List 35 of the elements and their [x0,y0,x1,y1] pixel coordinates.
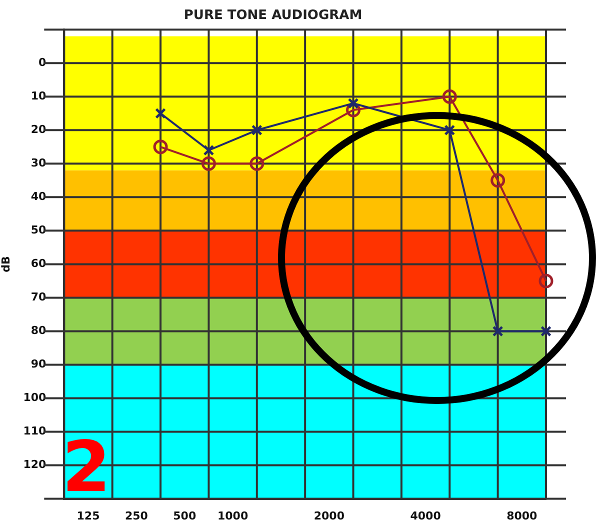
point [155,108,166,119]
y-tick-label: 30 [30,156,47,170]
x-tick-label: 500 [173,509,196,522]
x-tick-label: 1000 [217,509,248,522]
y-tick-label: 90 [30,358,47,371]
y-tick-label: 80 [30,324,47,338]
y-tick-label: 60 [30,257,47,270]
point [540,326,552,337]
y-tick-label: 70 [30,290,47,304]
point [250,156,264,171]
y-tick-label: 50 [30,224,47,237]
point [490,173,506,188]
y-tick-label: 110 [23,424,46,438]
point [203,144,214,156]
point [348,98,359,109]
y-axis-title: dB [0,256,12,272]
x-tick-label: 125 [76,509,100,522]
y-tick-label: 100 [23,391,46,404]
point [444,124,456,136]
y-tick-label: 10 [30,89,47,102]
point [251,124,262,136]
chart-title: PURE TONE AUDIOGRAM [184,8,362,24]
x-tick-label: 250 [124,509,148,522]
y-tick-label: 0 [38,56,47,69]
y-tick-label: 120 [23,458,46,472]
x-tick-label: 4000 [410,509,442,522]
point [492,326,504,337]
point [153,140,168,154]
point [538,274,554,288]
point [442,89,457,104]
point [201,156,216,171]
y-tick-label: 40 [30,190,47,204]
x-tick-label: 2000 [314,509,345,522]
y-tick-label: 20 [30,123,47,136]
x-tick-label: 8000 [506,509,538,522]
